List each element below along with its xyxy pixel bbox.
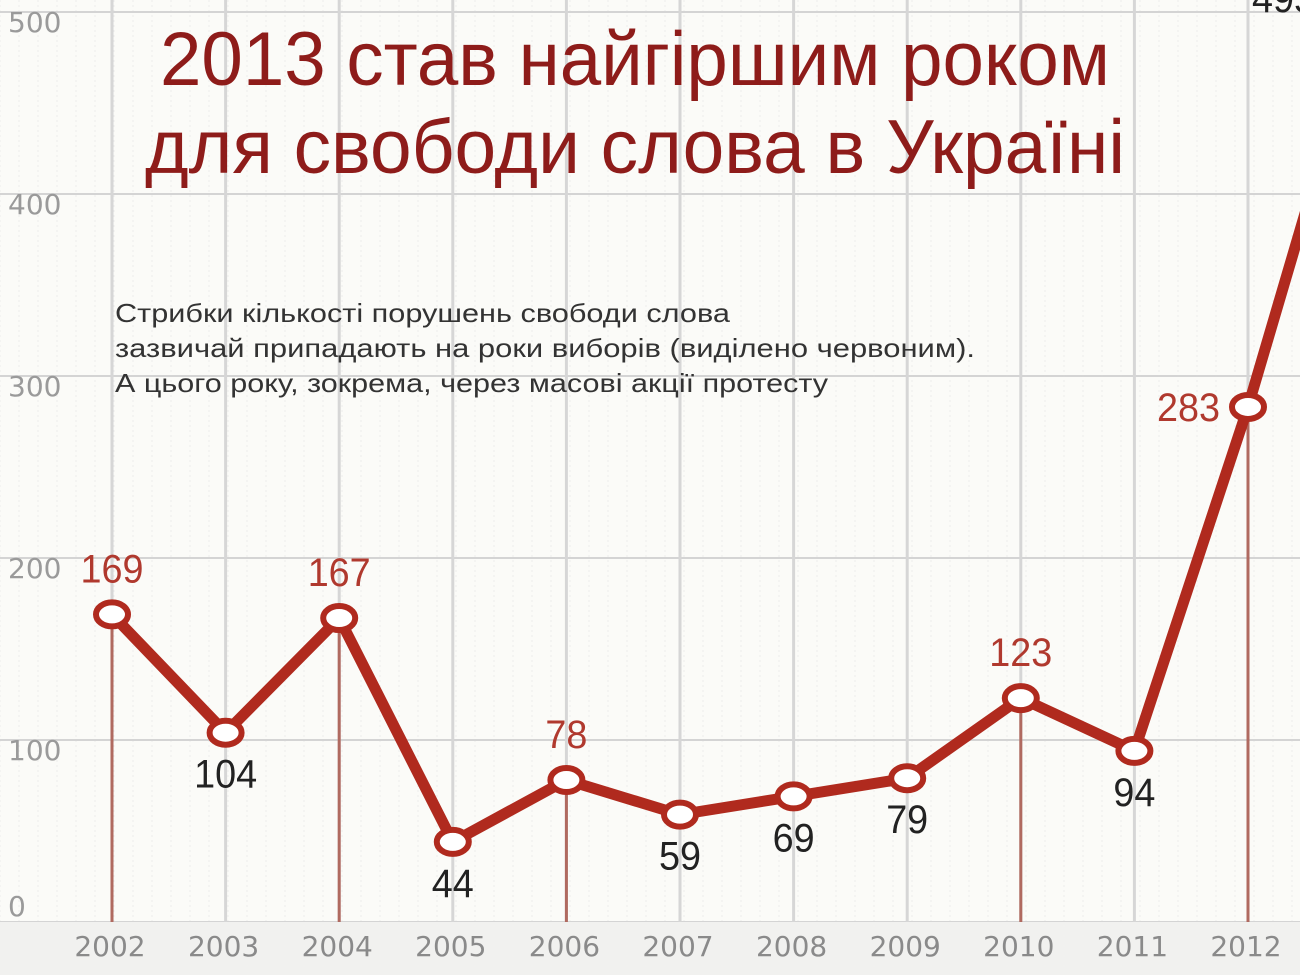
data-point — [1115, 735, 1154, 766]
y-tick-label: 100 — [8, 734, 61, 767]
y-tick-label: 400 — [8, 188, 61, 221]
data-label: 104 — [194, 753, 257, 797]
data-point — [661, 799, 699, 830]
chart-title-line-1: 2013 став найгіршим роком — [160, 17, 1110, 102]
data-label: 123 — [989, 631, 1052, 675]
x-tick-label: 2012 — [1210, 930, 1281, 963]
annotation-line-1: Стрибки кількості порушень свободи слова — [115, 298, 731, 328]
data-point — [547, 765, 586, 796]
x-tick-label: 2010 — [983, 930, 1054, 963]
annotation-line-2: зазвичай припадають на роки виборів (вид… — [115, 333, 975, 363]
x-axis-band — [0, 922, 1300, 975]
data-points — [93, 391, 1267, 857]
data-label: 283 — [1157, 386, 1220, 430]
x-axis: 2002 2003 2004 2005 2006 2007 2008 2009 2010 2011… — [74, 930, 1281, 963]
data-label: 59 — [659, 835, 701, 879]
data-label: 169 — [81, 547, 144, 591]
highlight-droplines — [110, 406, 1250, 922]
data-point — [320, 603, 359, 634]
data-label: 78 — [545, 713, 587, 757]
data-point — [774, 781, 813, 812]
data-point — [888, 763, 927, 794]
data-point — [93, 599, 131, 630]
x-tick-label: 2008 — [756, 930, 827, 963]
data-label: 495 — [1252, 0, 1300, 21]
y-tick-label: 500 — [8, 6, 61, 39]
y-tick-label: 200 — [8, 552, 61, 585]
data-label: 79 — [886, 798, 928, 842]
x-tick-label: 2011 — [1097, 930, 1168, 963]
x-tick-label: 2007 — [642, 930, 713, 963]
y-tick-label: 300 — [8, 370, 61, 403]
y-tick-label: 0 — [8, 890, 26, 923]
series-line — [108, 210, 1300, 848]
x-tick-label: 2004 — [302, 930, 373, 963]
data-label: 69 — [773, 816, 815, 860]
data-label: 167 — [308, 551, 371, 595]
x-tick-label: 2002 — [74, 930, 145, 963]
y-axis: 0 100 200 300 400 500 — [8, 6, 61, 923]
data-point — [1229, 391, 1267, 422]
annotation-line-3: А цього року, зокрема, через масові акці… — [115, 368, 828, 398]
series-line-path — [108, 210, 1300, 848]
x-tick-label: 2006 — [529, 930, 600, 963]
data-labels: 169 104 167 44 78 59 69 79 123 94 283 495 — [81, 0, 1300, 906]
x-tick-label: 2009 — [870, 930, 941, 963]
data-label: 94 — [1113, 771, 1155, 815]
chart-title-line-2: для свободи слова в Україні — [145, 105, 1125, 190]
x-tick-label: 2003 — [188, 930, 259, 963]
x-tick-label: 2005 — [415, 930, 486, 963]
data-point — [1001, 683, 1040, 714]
data-point — [206, 717, 245, 748]
data-label: 44 — [432, 862, 474, 906]
data-point — [433, 826, 472, 857]
